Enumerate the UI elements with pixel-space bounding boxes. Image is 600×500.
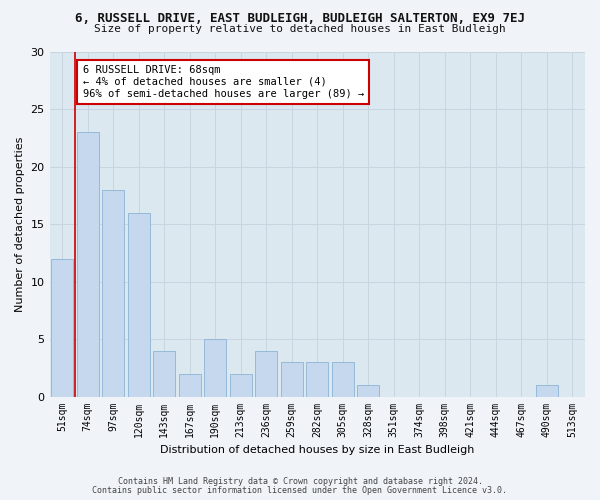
Text: 6, RUSSELL DRIVE, EAST BUDLEIGH, BUDLEIGH SALTERTON, EX9 7EJ: 6, RUSSELL DRIVE, EAST BUDLEIGH, BUDLEIG… (75, 12, 525, 26)
Bar (205, 339, 226, 396)
Bar (103, 190, 124, 396)
Bar (52, 258, 73, 396)
Bar (307, 362, 328, 396)
Bar (256, 350, 277, 397)
Bar (77, 132, 98, 396)
Bar (230, 374, 251, 396)
Bar (154, 350, 175, 397)
Bar (128, 212, 149, 396)
Bar (332, 362, 353, 396)
Bar (536, 385, 557, 396)
Y-axis label: Number of detached properties: Number of detached properties (15, 136, 25, 312)
Text: Size of property relative to detached houses in East Budleigh: Size of property relative to detached ho… (94, 24, 506, 34)
Bar (281, 362, 302, 396)
Text: 6 RUSSELL DRIVE: 68sqm
← 4% of detached houses are smaller (4)
96% of semi-detac: 6 RUSSELL DRIVE: 68sqm ← 4% of detached … (83, 66, 364, 98)
X-axis label: Distribution of detached houses by size in East Budleigh: Distribution of detached houses by size … (160, 445, 475, 455)
Text: Contains public sector information licensed under the Open Government Licence v3: Contains public sector information licen… (92, 486, 508, 495)
Bar (358, 385, 379, 396)
Text: Contains HM Land Registry data © Crown copyright and database right 2024.: Contains HM Land Registry data © Crown c… (118, 477, 482, 486)
Bar (179, 374, 200, 396)
